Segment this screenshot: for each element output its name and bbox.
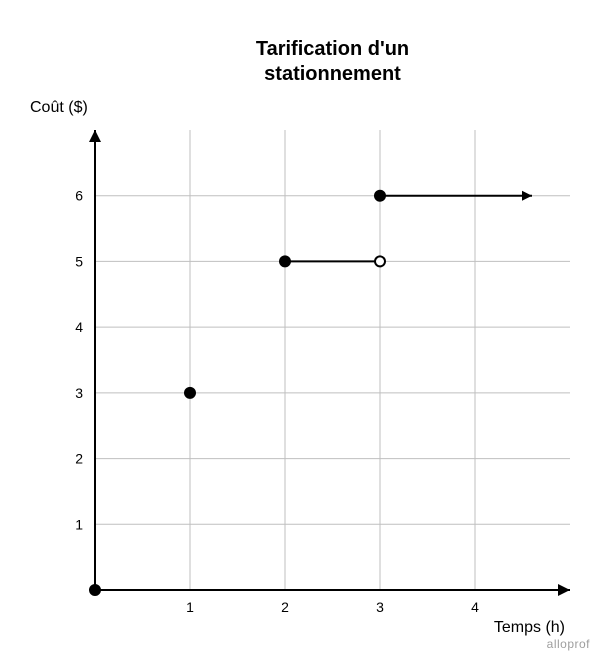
chart-svg: 1 2 3 4 1 2 3 4 5 6 Tarification d'un stationnement…	[0, 0, 600, 657]
x-tick-label: 1	[186, 599, 194, 615]
y-tick-label: 1	[75, 516, 83, 532]
closed-point	[185, 388, 195, 398]
y-tick-label: 2	[75, 451, 83, 467]
closed-point	[375, 191, 385, 201]
chart-container: 1 2 3 4 1 2 3 4 5 6 Tarification d'un stationnement…	[0, 0, 600, 657]
y-tick-label: 6	[75, 188, 83, 204]
chart-title-line1: Tarification d'un	[256, 38, 409, 60]
x-tick-label: 2	[281, 599, 289, 615]
x-axis-label: Temps (h)	[494, 619, 565, 636]
closed-point	[90, 585, 100, 595]
x-tick-label: 4	[471, 599, 479, 615]
chart-title-line2: stationnement	[264, 63, 401, 85]
watermark: alloprof	[547, 637, 590, 651]
open-point	[375, 256, 385, 266]
y-tick-label: 5	[75, 253, 83, 269]
y-tick-label: 4	[75, 319, 83, 335]
chart-bg	[0, 0, 600, 657]
closed-point	[280, 256, 290, 266]
x-tick-label: 3	[376, 599, 384, 615]
y-tick-label: 3	[75, 385, 83, 401]
y-axis-label: Coût ($)	[30, 99, 88, 116]
